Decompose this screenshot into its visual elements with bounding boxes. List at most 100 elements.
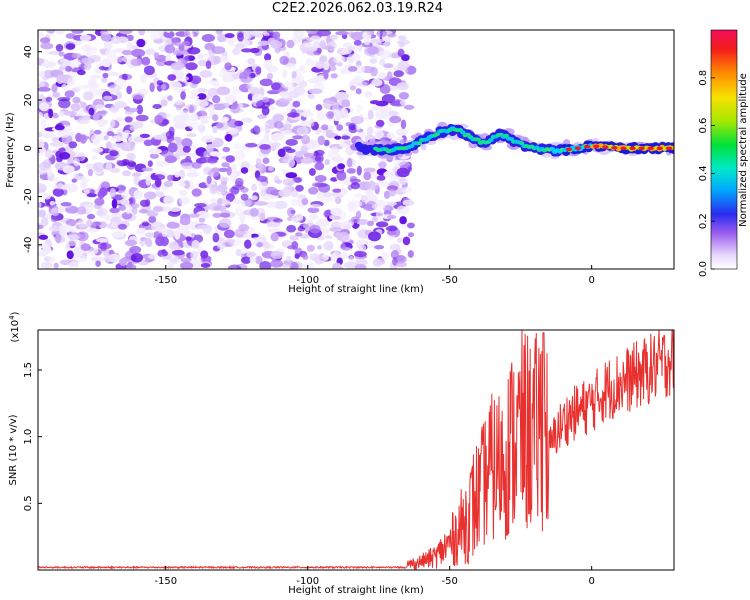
noise-blob (315, 61, 325, 69)
noise-blob (109, 188, 117, 198)
bottom-x-tick-label: 0 (588, 576, 594, 587)
noise-blob (83, 44, 91, 53)
noise-blob (402, 199, 415, 207)
noise-blob (348, 124, 358, 134)
noise-blob (273, 218, 283, 223)
signal-core-peak (611, 146, 618, 150)
noise-blob (178, 182, 186, 187)
noise-blob (83, 63, 92, 70)
noise-blob (167, 174, 174, 181)
noise-blob (111, 221, 118, 228)
noise-blob (155, 59, 167, 67)
noise-blob (297, 194, 306, 200)
noise-blob (165, 30, 172, 33)
noise-blob (228, 127, 239, 135)
noise-blob (383, 204, 393, 213)
noise-blob (330, 147, 339, 155)
noise-blob (48, 225, 61, 232)
noise-blob (335, 31, 349, 36)
noise-blob (240, 248, 248, 255)
noise-blob (157, 226, 166, 234)
noise-blob (381, 94, 396, 104)
signal-core-mid (503, 133, 510, 138)
noise-blob (305, 57, 314, 67)
noise-blob (346, 168, 356, 174)
noise-blob (226, 166, 232, 176)
noise-blob (375, 109, 388, 118)
top-x-axis-label: Height of straight line (km) (288, 284, 424, 295)
noise-blob (38, 234, 49, 240)
noise-blob (254, 256, 263, 264)
noise-blob (309, 224, 321, 234)
noise-blob (56, 74, 64, 85)
noise-blob (372, 38, 385, 43)
noise-blob (396, 254, 406, 262)
noise-blob (186, 172, 200, 177)
noise-blob (65, 33, 77, 39)
noise-blob (126, 85, 133, 95)
noise-blob (180, 162, 194, 170)
noise-blob (216, 197, 224, 206)
noise-blob (148, 215, 157, 224)
noise-blob (156, 160, 168, 167)
noise-blob (285, 63, 297, 69)
noise-blob (105, 161, 113, 172)
noise-blob (207, 87, 219, 98)
noise-blob (217, 72, 226, 78)
noise-blob (340, 243, 346, 250)
bottom-x-ticks: -150 -100 -50 0 (154, 566, 595, 587)
noise-blob (68, 141, 78, 149)
noise-blob (327, 111, 335, 119)
noise-blob (38, 152, 44, 157)
noise-blob (89, 82, 99, 90)
signal-core-mid (518, 141, 525, 146)
top-y-tick-label: -40 (23, 237, 34, 253)
noise-blob (244, 233, 252, 240)
top-x-ticks: -150 -100 -50 0 (154, 265, 595, 286)
noise-blob (40, 42, 54, 50)
noise-blob (139, 74, 147, 84)
noise-blob (234, 150, 246, 160)
noise-blob (306, 244, 315, 252)
top-x-tick-label: -50 (442, 275, 458, 286)
noise-blob (38, 31, 44, 37)
noise-blob (58, 98, 71, 109)
noise-blob (182, 225, 190, 231)
noise-blob (141, 56, 151, 66)
noise-blob (180, 261, 194, 269)
noise-blob (39, 161, 52, 171)
noise-blob (257, 114, 267, 119)
noise-blob (336, 124, 344, 131)
noise-blob (228, 38, 235, 47)
noise-blob (121, 191, 129, 199)
noise-blob (282, 69, 288, 79)
noise-blob (281, 168, 288, 175)
noise-blob (197, 225, 211, 230)
noise-blob (200, 119, 209, 124)
noise-blob (67, 240, 77, 247)
noise-blob (124, 239, 138, 247)
noise-blob (93, 129, 102, 135)
noise-blob (341, 108, 349, 117)
noise-blob (190, 250, 199, 260)
noise-blob (50, 207, 60, 217)
top-y-tick-label: -20 (23, 188, 34, 204)
noise-blob (62, 165, 75, 174)
bottom-y-axis-label: SNR (10 * v/v) (8, 414, 19, 485)
noise-blob (212, 212, 222, 218)
noise-blob (58, 51, 65, 57)
noise-blob (124, 129, 131, 135)
noise-blob (155, 236, 165, 247)
noise-blob (39, 37, 51, 44)
noise-blob (316, 192, 324, 200)
noise-blob (38, 94, 45, 101)
noise-blob (190, 114, 199, 122)
noise-blob (66, 234, 80, 241)
noise-blob (291, 241, 299, 250)
colorbar-label: Normalized spectral amplitude (738, 73, 749, 227)
noise-blob (38, 70, 45, 78)
noise-blob (253, 201, 268, 206)
noise-blob (149, 82, 155, 93)
noise-blob (355, 88, 362, 95)
